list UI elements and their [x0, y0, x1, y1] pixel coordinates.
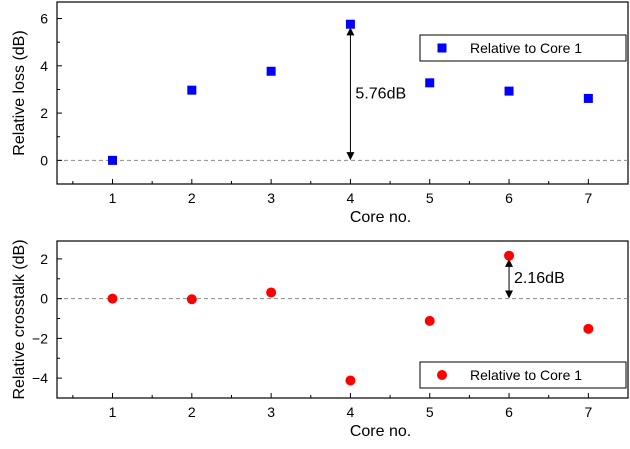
- x-tick-label: 4: [347, 190, 355, 206]
- plot-frame: [56, 240, 629, 399]
- legend: Relative to Core 1: [419, 361, 627, 389]
- x-tick-label: 1: [109, 190, 117, 206]
- data-point: [583, 323, 594, 334]
- x-tick-label: 4: [347, 404, 355, 420]
- x-tick-label: 5: [426, 190, 434, 206]
- x-tick-label: 7: [584, 404, 592, 420]
- legend-label: Relative to Core 1: [470, 40, 582, 56]
- legend-marker: [437, 43, 447, 53]
- x-tick-label: 3: [267, 404, 275, 420]
- legend-label: Relative to Core 1: [470, 367, 582, 383]
- x-tick-label: 3: [267, 190, 275, 206]
- difference-annotation: 2.16dB: [514, 270, 565, 287]
- data-point: [107, 293, 118, 304]
- y-tick-label: 2: [40, 251, 48, 267]
- chart-panel-2: 1 2 3 4 5 6 7 −4 −2 0 2 Core no. Relative crosstalk …: [11, 239, 629, 440]
- data-point: [187, 85, 197, 95]
- y-tick-label: 0: [40, 152, 48, 168]
- x-tick-label: 5: [426, 404, 434, 420]
- y-tick-label: −2: [32, 330, 48, 346]
- data-point: [583, 93, 593, 103]
- x-tick-label: 6: [505, 190, 513, 206]
- legend-box: [419, 34, 627, 62]
- data-point: [186, 294, 197, 305]
- y-axis-label: Relative crosstalk (dB): [11, 239, 28, 399]
- legend-marker: [437, 370, 447, 380]
- x-axis-label: Core no.: [350, 423, 411, 440]
- legend-box: [419, 361, 627, 389]
- y-axis-label: Relative loss (dB): [11, 30, 28, 155]
- data-point: [504, 250, 515, 261]
- y-tick-label: 6: [40, 11, 48, 27]
- chart-panel-1: 1 2 3 4 5 6 7 0 2 4 6 Core no. Relative loss (dB) 5.7…: [11, 1, 629, 226]
- data-point: [345, 19, 355, 29]
- plot-frame: [56, 1, 629, 185]
- legend: Relative to Core 1: [419, 34, 627, 62]
- difference-annotation: 5.76dB: [355, 85, 406, 102]
- data-point: [345, 375, 356, 386]
- x-tick-label: 7: [584, 190, 592, 206]
- data-point: [266, 66, 276, 76]
- y-tick-label: 2: [40, 105, 48, 121]
- y-tick-label: −4: [32, 370, 48, 386]
- x-tick-label: 6: [505, 404, 513, 420]
- data-point: [425, 78, 435, 88]
- data-point: [424, 315, 435, 326]
- y-tick-label: 0: [40, 291, 48, 307]
- x-tick-label: 1: [109, 404, 117, 420]
- data-point: [266, 287, 277, 298]
- data-point: [504, 86, 514, 96]
- x-tick-label: 2: [188, 190, 196, 206]
- x-tick-label: 2: [188, 404, 196, 420]
- data-point: [108, 155, 118, 165]
- x-axis-label: Core no.: [350, 209, 411, 226]
- y-tick-label: 4: [40, 58, 48, 74]
